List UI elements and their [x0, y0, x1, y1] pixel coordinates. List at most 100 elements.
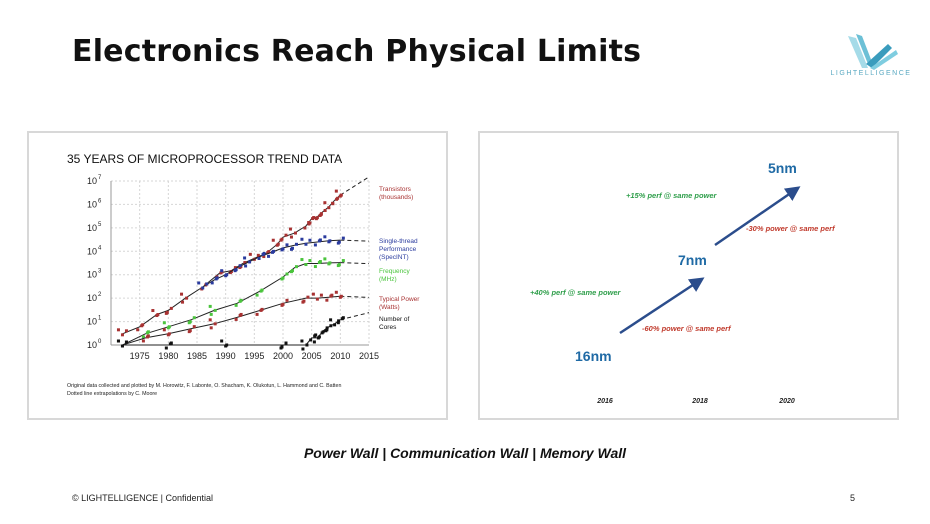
data-point: [234, 303, 238, 307]
data-point: [255, 293, 259, 297]
node-label: 5nm: [768, 160, 797, 176]
data-point: [209, 312, 213, 316]
data-point: [333, 323, 337, 327]
data-point: [311, 217, 315, 221]
series-label: Single-thread: [379, 238, 418, 245]
data-point: [210, 281, 214, 285]
logo-text: LIGHTELLIGENCE: [830, 70, 912, 77]
data-point: [336, 241, 340, 245]
x-tick-label: 2010: [330, 351, 350, 361]
data-point: [311, 292, 315, 296]
data-point: [248, 252, 252, 256]
data-point: [323, 235, 327, 239]
series-label: Frequency: [379, 268, 410, 275]
data-point: [136, 328, 140, 332]
data-point: [324, 329, 328, 333]
data-point: [169, 306, 173, 310]
data-point: [289, 235, 293, 239]
trend-line: [122, 194, 341, 335]
year-tick-label: 2016: [596, 398, 613, 405]
data-point: [300, 237, 304, 241]
data-point: [334, 290, 338, 294]
slide-title: Electronics Reach Physical Limits: [72, 34, 642, 69]
data-point: [141, 335, 145, 339]
x-tick-label: 2005: [302, 351, 322, 361]
data-point: [192, 325, 196, 329]
data-point: [266, 251, 270, 255]
data-point: [238, 266, 242, 270]
data-point: [280, 303, 284, 307]
trend-line: [122, 295, 341, 346]
data-point: [289, 247, 293, 251]
data-point: [316, 336, 320, 340]
data-point: [279, 346, 283, 350]
walls-caption: Power Wall | Communication Wall | Memory…: [303, 445, 627, 461]
data-point: [267, 254, 271, 258]
data-point: [304, 242, 308, 246]
data-point: [284, 341, 288, 345]
data-point: [261, 252, 265, 256]
data-point: [336, 321, 340, 325]
data-point: [275, 243, 279, 247]
data-point: [285, 272, 289, 276]
data-point: [213, 322, 217, 326]
data-point: [329, 318, 333, 322]
data-point: [279, 238, 283, 242]
data-point: [208, 318, 212, 322]
node-label: 7nm: [678, 252, 707, 268]
data-point: [124, 340, 128, 344]
x-tick-label: 1990: [216, 351, 236, 361]
extrapolation-line: [340, 295, 370, 298]
data-point: [185, 296, 189, 300]
data-point: [284, 233, 288, 237]
data-point: [141, 339, 145, 343]
data-point: [180, 292, 184, 296]
data-point: [164, 346, 168, 350]
data-point: [140, 324, 144, 328]
chart-credit: Original data collected and plotted by M…: [67, 383, 341, 389]
data-point: [323, 257, 327, 261]
y-tick-label: 10: [87, 199, 97, 209]
data-point: [213, 308, 217, 312]
data-point: [338, 194, 342, 198]
extrapolation-line: [340, 176, 370, 196]
node-label: 16nm: [575, 348, 612, 364]
data-point: [259, 308, 263, 312]
series-label: (SpecINT): [379, 254, 409, 261]
data-point: [124, 329, 128, 333]
y-tick-exponent: 1: [98, 316, 102, 322]
data-point: [341, 259, 345, 263]
data-point: [341, 236, 345, 240]
data-point: [259, 289, 263, 293]
data-point: [294, 265, 298, 269]
y-tick-label: 10: [87, 340, 97, 350]
data-point: [325, 298, 329, 302]
data-point: [187, 321, 191, 325]
node-annotation: -60% power @ same perf: [642, 324, 732, 333]
series-label: (thousands): [379, 194, 413, 201]
y-tick-exponent: 5: [98, 222, 102, 228]
data-point: [329, 324, 333, 328]
y-tick-exponent: 4: [98, 245, 102, 251]
series-label: Performance: [379, 246, 417, 253]
data-point: [300, 258, 304, 262]
process-node-chart: 2016 2018 2020 16nm 7nm 5nm +40% perf @ same p…: [530, 160, 836, 405]
data-point: [233, 269, 237, 273]
data-point: [256, 253, 260, 257]
data-point: [181, 300, 185, 304]
extrapolation-line: [340, 239, 370, 242]
series-label: Cores: [379, 324, 397, 331]
data-point: [336, 264, 340, 268]
node-arrow: [619, 277, 705, 335]
data-point: [285, 298, 289, 302]
data-point: [338, 295, 342, 299]
series-label: Typical Power: [379, 296, 420, 303]
data-point: [312, 340, 316, 344]
data-point: [337, 319, 341, 323]
data-point: [248, 260, 252, 264]
data-point: [271, 250, 275, 254]
data-point: [164, 311, 168, 315]
x-tick-label: 2000: [273, 351, 293, 361]
data-point: [201, 286, 205, 290]
data-point: [145, 335, 149, 339]
